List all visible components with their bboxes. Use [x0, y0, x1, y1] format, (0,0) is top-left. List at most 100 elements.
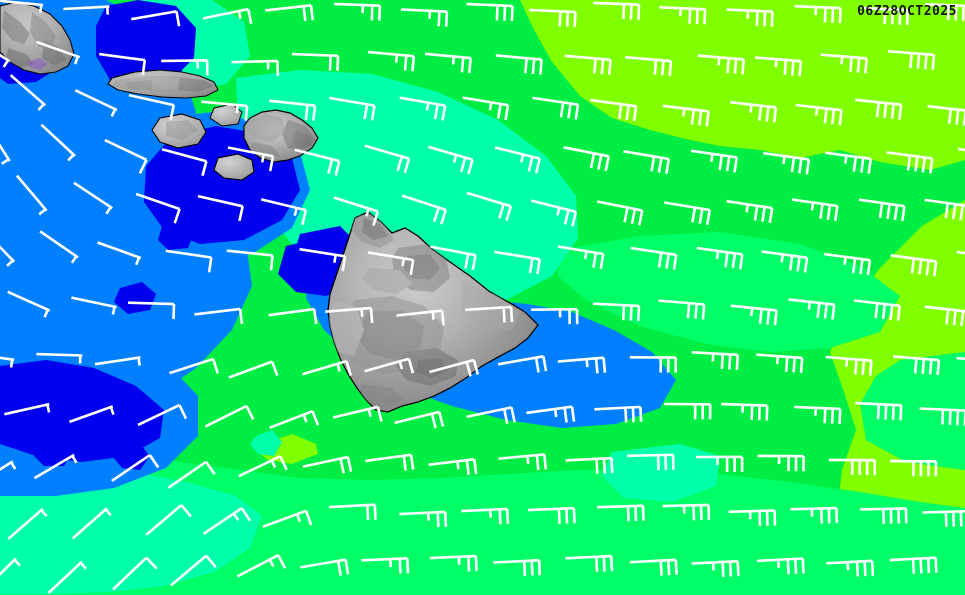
barb-full-tick: [650, 156, 656, 172]
wind-barb: [756, 557, 805, 575]
barb-half-tick: [585, 358, 589, 368]
barb-full-tick: [246, 8, 253, 25]
wind-barb: [204, 404, 255, 428]
wind-barb: [757, 454, 805, 472]
wind-barb: [73, 181, 114, 215]
wind-barb: [328, 96, 376, 121]
barb-full-tick: [766, 309, 771, 325]
barb-shaft: [112, 556, 148, 591]
barb-full-tick: [703, 9, 707, 25]
wind-barb: [47, 560, 88, 594]
barb-shaft: [794, 405, 841, 411]
barb-shaft: [35, 40, 81, 59]
barb-full-tick: [634, 505, 638, 522]
barb-full-tick: [169, 104, 176, 121]
barb-full-tick: [852, 156, 858, 172]
barb-full-tick: [838, 408, 842, 424]
barb-full-tick: [301, 209, 308, 226]
barb-shaft: [36, 352, 83, 357]
barb-full-tick: [535, 454, 540, 471]
wind-barb: [530, 199, 578, 227]
wind-barb: [429, 358, 480, 377]
barb-shaft: [104, 138, 147, 161]
barb-full-tick: [238, 308, 244, 324]
barb-half-tick: [260, 154, 265, 163]
barb-full-tick: [409, 259, 415, 276]
barb-full-tick: [336, 55, 340, 71]
wind-barb: [170, 554, 217, 587]
wind-barb: [565, 554, 614, 572]
barb-full-tick: [784, 356, 789, 372]
barb-full-tick: [728, 561, 733, 577]
barb-shaft: [268, 307, 315, 317]
wind-barb: [39, 230, 79, 264]
barb-full-tick: [432, 207, 440, 223]
barb-shaft: [300, 558, 346, 569]
wind-barb: [104, 138, 148, 174]
wind-barb: [826, 559, 875, 577]
contour-band-chartreuse-east: [520, 0, 965, 170]
barb-full-tick: [831, 7, 835, 23]
barb-full-tick: [369, 307, 374, 324]
barb-shaft: [68, 405, 114, 424]
wind-barb: [15, 174, 48, 216]
wind-barb: [167, 460, 216, 489]
barb-shaft: [364, 144, 410, 160]
barb-full-tick: [403, 55, 408, 71]
barb-shaft: [919, 407, 965, 412]
barb-shaft: [466, 2, 513, 8]
barb-full-tick: [172, 304, 176, 320]
barb-half-tick: [745, 204, 750, 213]
barb-shaft: [956, 250, 965, 255]
wind-barb: [325, 306, 374, 324]
barb-half-tick: [365, 208, 370, 217]
barb-full-tick: [860, 157, 865, 173]
barb-shaft: [494, 146, 541, 160]
barb-full-tick: [201, 160, 208, 177]
barb-full-tick: [505, 508, 510, 524]
wind-barb: [691, 351, 739, 370]
barb-full-tick: [557, 508, 561, 524]
barb-shaft: [111, 454, 151, 482]
barb-full-tick: [878, 202, 884, 218]
barb-shaft: [135, 192, 181, 211]
wind-barb: [97, 241, 142, 266]
barb-half-tick: [67, 153, 75, 162]
wind-barb: [462, 96, 510, 121]
barb-full-tick: [948, 409, 952, 425]
barb-full-tick: [875, 102, 880, 118]
barb-half-tick: [710, 153, 714, 162]
barb-half-tick: [810, 202, 815, 211]
wind-barb: [201, 100, 249, 121]
wind-barb: [396, 309, 445, 326]
wind-barb: [859, 507, 908, 524]
barb-full-tick: [567, 103, 572, 119]
barb-half-tick: [717, 57, 721, 66]
contour-band-aqua-mid-patch: [362, 104, 490, 194]
barb-full-tick: [690, 109, 695, 125]
barb-full-tick: [503, 5, 507, 21]
wind-barb: [367, 50, 416, 72]
barb-full-tick: [884, 404, 888, 420]
wind-barb: [824, 252, 872, 276]
wind-barb: [465, 305, 514, 323]
wind-barb: [128, 93, 176, 121]
barb-full-tick: [402, 455, 407, 471]
barb-full-tick: [959, 205, 964, 221]
barb-full-tick: [574, 104, 580, 120]
barb-full-tick: [637, 4, 641, 20]
barb-full-tick: [951, 204, 957, 220]
barb-full-tick: [433, 104, 439, 120]
barb-full-tick: [901, 205, 906, 222]
barb-full-tick: [505, 205, 513, 221]
contour-band-darkblue-small-c: [34, 440, 72, 466]
barb-full-tick: [855, 561, 860, 577]
wind-barb: [564, 54, 612, 75]
wind-barb: [557, 245, 605, 270]
barb-full-tick: [823, 7, 827, 23]
barb-full-tick: [180, 504, 192, 518]
barb-half-tick: [295, 513, 302, 523]
barb-full-tick: [536, 259, 542, 275]
wind-barb: [401, 194, 448, 225]
barb-shaft: [858, 198, 905, 208]
